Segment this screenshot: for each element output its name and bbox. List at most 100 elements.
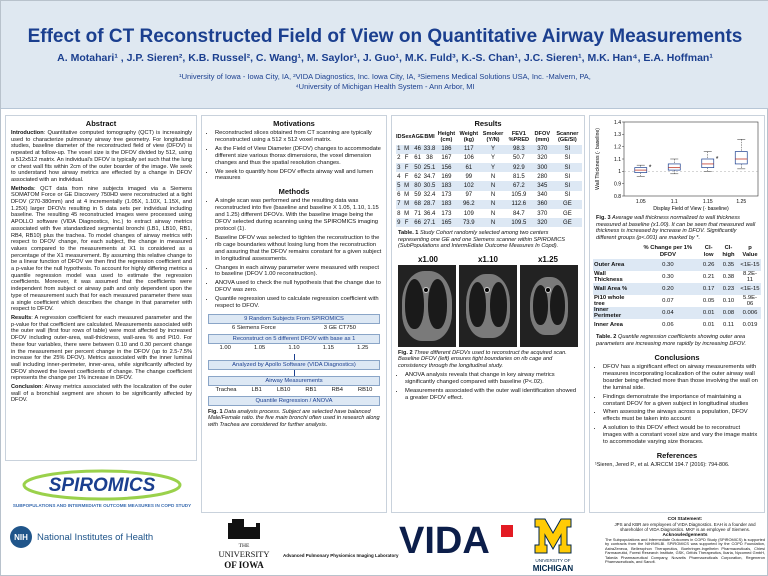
- cohort-table-row: 1 M 46 33.8 186 117 Y 98.3 370 SI: [396, 144, 582, 154]
- table-cell: N: [480, 218, 506, 228]
- ack-text: The Subpopulations and Intermediate Outc…: [605, 536, 765, 565]
- ct-label: x1.25: [537, 254, 559, 264]
- method-item: Changes in each airway parameter were me…: [215, 265, 382, 279]
- table-cell: 370: [537, 210, 548, 217]
- method-item: ANOVA used to check the null hypothesis …: [215, 280, 382, 294]
- flow-airways-row: Trachea LB1 LB10 RB1 RB4 RB10: [208, 386, 380, 396]
- table-cell: SI: [564, 192, 571, 199]
- table-cell: 0.38: [722, 274, 735, 280]
- conclusion-label: Conclusion: [11, 384, 42, 391]
- table-cell: 109: [463, 210, 474, 217]
- table-cell: 320: [537, 155, 548, 162]
- table-cell: 3: [396, 162, 402, 173]
- table-cell: 36.4: [423, 210, 436, 217]
- abstract-panel: Abstract Introduction: Quantitative comp…: [5, 115, 197, 461]
- table-cell: 109.5: [505, 218, 532, 228]
- table-cell: 62: [414, 173, 421, 180]
- table-cell: 98.3: [505, 144, 532, 154]
- result-item: Measurements associated with the outer w…: [405, 388, 580, 402]
- abstract-results: Results: A regression coefficient for ea…: [6, 315, 196, 384]
- table-cell: 2: [397, 155, 401, 162]
- conclusion-item: Findings demonstrate the importance of m…: [603, 394, 760, 408]
- y-tick-label: 1.1: [614, 157, 621, 163]
- table-cell: 67.2: [505, 181, 532, 191]
- table-cell: 9: [396, 218, 402, 228]
- table-cell: 0.019: [742, 322, 758, 328]
- fig1-label: Fig. 1: [208, 408, 223, 415]
- cohort-table-row: 3 F 50 25.1 156 61 Y 92.9 300 SI: [396, 162, 582, 173]
- table-cell: 5.9E-06: [742, 295, 758, 307]
- references-heading: References: [656, 450, 698, 460]
- flow-quantile-box: Quantile Regression / ANOVA: [208, 395, 380, 406]
- table-cell: 105.9: [511, 192, 527, 199]
- table-cell: 92.9: [505, 162, 532, 173]
- table-cell: 0.01: [699, 307, 718, 319]
- regression-table-row: Pi10 whole tree 0.07 0.05 0.10 5.9E-06: [593, 295, 761, 307]
- block-m-icon: [534, 518, 572, 554]
- ct-dfov-labels: x1.00 x1.10 x1.25: [392, 253, 584, 265]
- figure-3-caption: Fig. 3 Average wall thickness normalized…: [590, 212, 764, 244]
- flow-airway: LB1: [251, 386, 262, 393]
- significance-marker: *: [649, 165, 652, 172]
- table-cell: 0.21: [702, 274, 715, 280]
- vida-wordmark: VIDA: [399, 521, 490, 557]
- table-cell: 50.7: [513, 155, 525, 162]
- table-cell: N: [490, 192, 496, 199]
- table-cell: M: [401, 144, 412, 154]
- chart-conclusions-panel: 0.8 0.9 1 1.1 1.2 1.3 1.4 * 1.05 1.1 * 1.15 1.25 Disp…: [589, 115, 765, 513]
- table-cell: 59: [414, 192, 421, 199]
- iowa-of-iowa: OF IOWA: [224, 560, 264, 570]
- table-cell: 66: [411, 218, 424, 228]
- conclusion-item: DFOV has a significant effect on airway …: [603, 364, 760, 392]
- flow-arrow: [208, 353, 380, 360]
- methods-heading: Methods: [278, 187, 310, 197]
- table-cell: Y: [480, 162, 506, 173]
- box-iqr: [667, 163, 681, 171]
- fig3-label: Fig. 3: [596, 215, 611, 221]
- figure-1-caption: Fig. 1 Data analysis process. Subject ar…: [202, 406, 386, 432]
- col-header: Weight (kg): [459, 131, 479, 144]
- y-tick-label: 1.2: [614, 144, 621, 150]
- results-text: : A regression coefficient for each meas…: [11, 314, 192, 382]
- ct-label: x1.00: [417, 254, 439, 264]
- table1-text: Study Cohort randomly selected among two…: [398, 230, 565, 250]
- table-cell: 97: [465, 192, 473, 199]
- table-1-caption: Table. 1 Study Cohort randomly selected …: [392, 227, 584, 253]
- table-cell: N: [490, 173, 496, 180]
- col-header: CI-high: [722, 245, 735, 258]
- flow-dfov-value: 1.05: [253, 344, 266, 351]
- table-cell: 112.6: [505, 199, 532, 209]
- table-cell: 0.10: [722, 298, 735, 304]
- table-cell: 6: [397, 192, 401, 199]
- methods-label: Methods: [11, 185, 34, 192]
- iowa-university: UNIVERSITY: [219, 549, 270, 559]
- table-cell: 280: [537, 173, 548, 180]
- row-label: Inner Area: [594, 322, 623, 328]
- cohort-table-row: 9 F 66 27.1 165 73.9 N 109.5 320 GE: [396, 218, 582, 228]
- table-cell: 30.5: [423, 181, 436, 191]
- table-cell: 32.4: [423, 192, 436, 199]
- table-cell: 0.26: [699, 259, 718, 271]
- spiromics-subtitle: SUBPOPULATIONS AND INTERMEDIATE OUTCOME …: [13, 503, 191, 508]
- table-cell: 0.11: [722, 322, 734, 328]
- table-cell: 50: [411, 162, 424, 173]
- table-cell: 340: [537, 192, 548, 199]
- nih-mark: NIH: [14, 533, 28, 542]
- table-cell: F: [404, 155, 409, 162]
- table-cell: N: [480, 199, 506, 209]
- table-cell: SI: [552, 144, 582, 154]
- regression-table-row: Inner Perimeter 0.04 0.01 0.08 0.006: [593, 307, 761, 319]
- spiromics-swoosh-icon: [22, 469, 182, 501]
- table-cell: 0.08: [717, 307, 739, 319]
- vida-logo: VIDA: [399, 521, 513, 557]
- fig2-label: Fig. 2: [398, 349, 413, 356]
- motivations-methods-panel: Motivations Reconstructed slices obtaine…: [201, 115, 387, 513]
- regression-table-row: Outer Area 0.30 0.26 0.35 <1E-15: [593, 259, 761, 271]
- x-axis-label: Display Field of View (· baseline): [653, 206, 729, 212]
- significance-marker: *: [716, 156, 719, 163]
- table-cell: <1E-15: [738, 259, 761, 271]
- cohort-table-row: 6 M 59 32.4 173 97 N 105.9 340 SI: [396, 191, 582, 200]
- cohort-table-row: 5 M 80 30.5 183 102 N 67.2 345 SI: [396, 181, 582, 191]
- table-cell: 61: [414, 155, 421, 162]
